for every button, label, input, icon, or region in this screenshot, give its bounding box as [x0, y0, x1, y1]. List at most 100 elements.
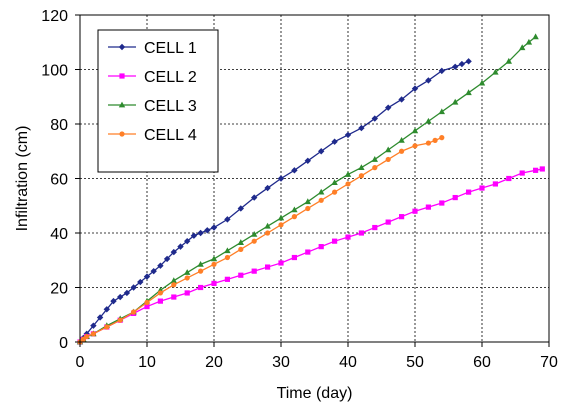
data-point: [224, 276, 230, 282]
data-point: [465, 89, 472, 96]
legend-label: CELL 1: [144, 40, 197, 57]
legend-label: CELL 3: [144, 98, 197, 115]
data-point: [84, 333, 90, 340]
data-point: [291, 206, 298, 213]
data-point: [331, 138, 338, 145]
data-point: [385, 219, 391, 225]
data-point: [157, 290, 163, 296]
data-point: [144, 303, 150, 310]
data-point: [251, 194, 258, 201]
data-point: [358, 230, 364, 236]
data-point: [265, 264, 271, 270]
data-point: [171, 294, 177, 300]
x-tick-label: 30: [272, 354, 290, 371]
data-point: [425, 140, 431, 146]
data-point: [452, 194, 458, 201]
legend-label: CELL 4: [144, 127, 197, 144]
data-point: [318, 148, 325, 155]
data-point: [177, 243, 184, 250]
x-tick-label: 60: [473, 354, 491, 371]
data-point: [251, 238, 257, 244]
data-point: [224, 254, 230, 261]
data-point: [131, 309, 137, 315]
data-point: [277, 214, 285, 221]
data-point: [519, 170, 525, 176]
data-point: [432, 137, 438, 143]
data-point: [238, 272, 244, 278]
data-point: [358, 164, 365, 170]
y-tick-label: 40: [50, 226, 68, 243]
data-point: [117, 293, 124, 301]
data-point: [478, 79, 486, 86]
data-point: [479, 185, 485, 191]
series-cell-1: [76, 58, 472, 346]
data-point: [291, 254, 297, 261]
data-point: [492, 181, 498, 187]
data-point: [519, 44, 526, 51]
data-point: [90, 331, 96, 337]
data-point: [332, 238, 338, 244]
data-point: [184, 290, 190, 296]
data-point: [438, 108, 445, 115]
legend: CELL 1 CELL 2 CELL 3 CELL 4: [97, 29, 219, 173]
data-point: [291, 167, 298, 174]
legend-marker: [119, 131, 125, 137]
data-point: [197, 229, 204, 237]
data-point: [344, 131, 352, 139]
data-point: [96, 314, 104, 321]
data-point: [264, 222, 271, 229]
series-cell-4: [77, 135, 445, 345]
data-point: [237, 239, 244, 245]
data-point: [265, 230, 271, 236]
data-point: [184, 237, 191, 245]
data-point: [198, 268, 204, 274]
data-point: [171, 282, 177, 288]
data-point: [251, 230, 258, 237]
x-tick-label: 10: [138, 354, 156, 371]
legend-item: CELL 3: [108, 98, 197, 115]
data-point: [505, 57, 512, 64]
data-point: [170, 248, 177, 256]
data-point: [278, 260, 284, 266]
data-point: [90, 322, 97, 329]
x-tick-label: 0: [76, 354, 85, 371]
data-point: [385, 156, 391, 163]
data-point: [304, 157, 311, 164]
data-point: [210, 224, 218, 231]
y-tick-label: 100: [41, 63, 68, 80]
legend-item: CELL 4: [108, 127, 197, 144]
data-point: [399, 148, 405, 154]
data-point: [318, 244, 324, 250]
data-point: [465, 58, 472, 65]
data-point: [372, 224, 378, 231]
y-axis-title: Infiltration (cm): [14, 126, 31, 232]
data-point: [237, 205, 244, 212]
data-point: [539, 166, 545, 172]
data-point: [117, 317, 123, 323]
series-line: [79, 168, 543, 343]
legend-marker: [119, 73, 125, 79]
data-point: [399, 214, 405, 220]
data-point: [130, 284, 137, 291]
legend-item: CELL 2: [108, 69, 197, 86]
data-point: [439, 200, 445, 206]
y-tick-label: 0: [59, 335, 68, 352]
data-point: [123, 289, 131, 297]
data-point: [412, 143, 418, 149]
data-point: [492, 68, 499, 75]
data-point: [372, 165, 378, 171]
x-axis-title: Time (day): [277, 385, 353, 402]
data-point: [532, 33, 539, 40]
data-point: [144, 299, 150, 306]
data-point: [204, 227, 211, 234]
data-point: [278, 222, 284, 228]
data-point: [385, 146, 392, 153]
axes: 0 10 20 30 40 50 60 70 0 20 40 60 80 100 120: [41, 8, 558, 371]
data-point: [358, 173, 364, 179]
data-point: [264, 184, 271, 192]
data-point: [211, 261, 217, 267]
data-point: [157, 262, 164, 269]
legend-box: [97, 29, 219, 173]
